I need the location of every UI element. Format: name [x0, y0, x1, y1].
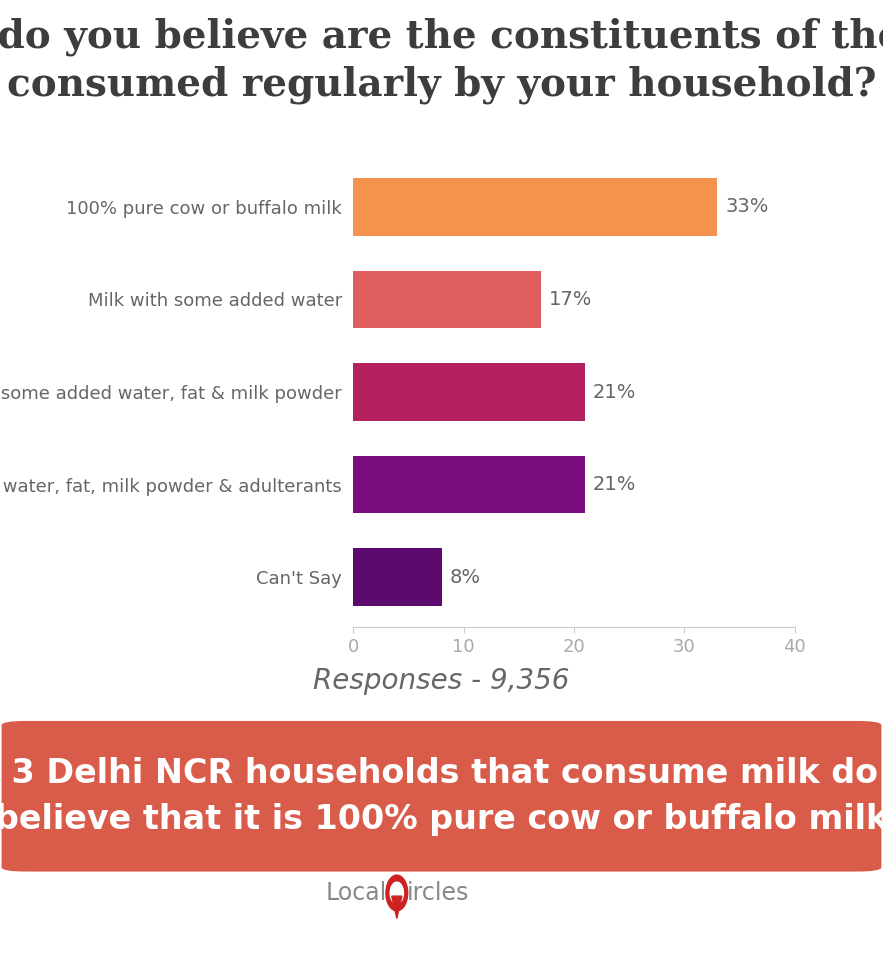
Text: 21%: 21%: [592, 382, 636, 402]
Bar: [353, 456, 585, 514]
Bar: [353, 270, 541, 328]
Text: 17%: 17%: [548, 290, 592, 309]
Text: 21%: 21%: [592, 475, 636, 494]
Text: ircles: ircles: [406, 881, 469, 905]
Text: Local: Local: [326, 881, 387, 905]
Text: 8%: 8%: [449, 567, 480, 587]
Text: Responses - 9,356: Responses - 9,356: [313, 667, 570, 695]
Text: 33%: 33%: [725, 197, 768, 217]
FancyBboxPatch shape: [2, 721, 881, 871]
Text: What do you believe are the constituents of the milk
consumed regularly by your : What do you believe are the constituents…: [0, 18, 883, 104]
Bar: [353, 178, 718, 235]
Text: All contents in the above graphic is a copyright of LocalCircles and if publishe: All contents in the above graphic is a c…: [46, 955, 837, 964]
Polygon shape: [392, 896, 402, 918]
Bar: [353, 549, 442, 606]
Text: 2 in 3 Delhi NCR households that consume milk do not
believe that it is 100% pur: 2 in 3 Delhi NCR households that consume…: [0, 757, 883, 836]
Polygon shape: [386, 875, 408, 910]
Bar: [353, 364, 585, 420]
Polygon shape: [390, 882, 404, 904]
